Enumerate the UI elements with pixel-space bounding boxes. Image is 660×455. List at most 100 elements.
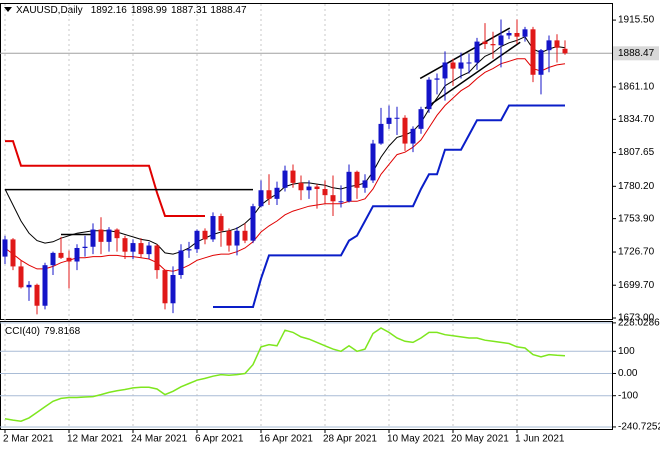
candle-body: [2, 239, 8, 257]
y2-tick-label: -100: [618, 390, 638, 401]
indicator-line: [4, 327, 566, 422]
symbol: XAUUSD,Daily: [16, 5, 83, 16]
y-tick-label: 1699.70: [618, 280, 655, 291]
candle-body: [42, 265, 48, 306]
candle-body: [26, 284, 32, 288]
y2-tick-label: 0.00: [618, 368, 638, 379]
candle-body: [250, 206, 256, 241]
candle-body: [74, 247, 80, 262]
candle-body: [514, 32, 520, 37]
candle-body: [202, 230, 208, 240]
x-tick-label: 16 Apr 2021: [259, 434, 313, 445]
overlay-line: [4, 58, 566, 272]
candle-body: [418, 109, 424, 129]
candle-body: [162, 270, 168, 304]
y2-tick-label: -240.7252: [618, 422, 660, 433]
current-price-box: [613, 46, 659, 61]
candle-body: [522, 29, 528, 37]
candle-body: [186, 249, 192, 251]
candle-body: [274, 187, 280, 199]
candle-body: [490, 44, 496, 46]
candle-body: [170, 275, 176, 304]
x-tick-label: 10 May 2021: [387, 434, 445, 445]
candle-body: [210, 216, 216, 240]
candle-body: [234, 230, 240, 246]
y-tick-label: 1915.50: [618, 15, 655, 26]
y-tick-label: 1834.70: [618, 114, 655, 125]
candle-body: [322, 189, 328, 196]
candle-body: [218, 216, 224, 231]
indicator-name: CCI(40): [5, 326, 40, 337]
x-tick-label: 2 Mar 2021: [3, 434, 54, 445]
indicator-frame: [0, 321, 613, 430]
x-tick-label: 28 Apr 2021: [323, 434, 377, 445]
header-low: 1887.31: [171, 5, 208, 16]
y2-tick-label: 100: [618, 346, 635, 357]
candle-body: [370, 143, 376, 181]
y-tick-label: 1780.20: [618, 181, 655, 192]
candle-body: [482, 41, 488, 45]
candle-body: [458, 62, 464, 69]
candle-body: [394, 117, 400, 119]
candle-body: [538, 50, 544, 75]
candle-body: [266, 190, 272, 199]
candle-body: [66, 257, 72, 262]
candle-body: [562, 48, 568, 54]
candle-body: [282, 170, 288, 188]
candle-body: [330, 195, 336, 202]
candle-body: [354, 171, 360, 188]
candle-body: [314, 186, 320, 190]
candle-body: [442, 62, 448, 79]
candle-body: [378, 123, 384, 144]
candle-body: [146, 245, 152, 255]
header-close: 1888.47: [210, 5, 247, 16]
candle-body: [50, 252, 56, 266]
drawn-line: [424, 41, 521, 110]
candle-body: [434, 78, 440, 80]
candle-body: [114, 229, 120, 239]
x-tick-label: 6 Apr 2021: [195, 434, 244, 445]
y-tick-label: 1861.10: [618, 82, 655, 93]
current-price-label: 1888.47: [618, 48, 655, 59]
candle-body: [258, 190, 264, 207]
x-tick-label: 1 Jun 2021: [515, 434, 565, 445]
y-tick-label: 1726.70: [618, 247, 655, 258]
candle-body: [10, 239, 16, 267]
candle-body: [546, 40, 552, 51]
candle-body: [98, 229, 104, 242]
y2-tick-label: 228.0286: [618, 318, 660, 329]
indicator-value: 79.8168: [44, 326, 81, 337]
candle-body: [122, 238, 128, 252]
candle-body: [130, 243, 136, 252]
overlay-line: [213, 104, 565, 308]
header-high: 1898.99: [131, 5, 168, 16]
menu-arrow[interactable]: [4, 7, 12, 12]
candle-body: [554, 40, 560, 48]
candle-body: [82, 246, 88, 248]
candle-body: [290, 170, 296, 183]
candle-body: [506, 32, 512, 36]
x-tick-label: 24 Mar 2021: [131, 434, 188, 445]
candle-body: [154, 245, 160, 271]
candle-body: [474, 41, 480, 63]
candle-body: [338, 201, 344, 203]
candle-body: [106, 229, 112, 242]
candle-body: [466, 62, 472, 64]
candle-body: [242, 230, 248, 241]
indicator-label: CCI(40) 79.8168: [5, 326, 81, 337]
candle-body: [90, 229, 96, 247]
candle-body: [18, 266, 24, 288]
chart-header: XAUUSD,Daily 1892.16 1898.99 1887.31 1888.47: [16, 5, 247, 16]
candle-body: [402, 117, 408, 144]
overlay-line: [5, 140, 205, 217]
candle-body: [450, 62, 456, 69]
candle-body: [138, 243, 144, 255]
candle-body: [530, 29, 536, 75]
candle-body: [178, 250, 184, 276]
y-tick-label: 1807.65: [618, 147, 655, 158]
candle-body: [226, 230, 232, 246]
header-open: 1892.16: [91, 5, 128, 16]
